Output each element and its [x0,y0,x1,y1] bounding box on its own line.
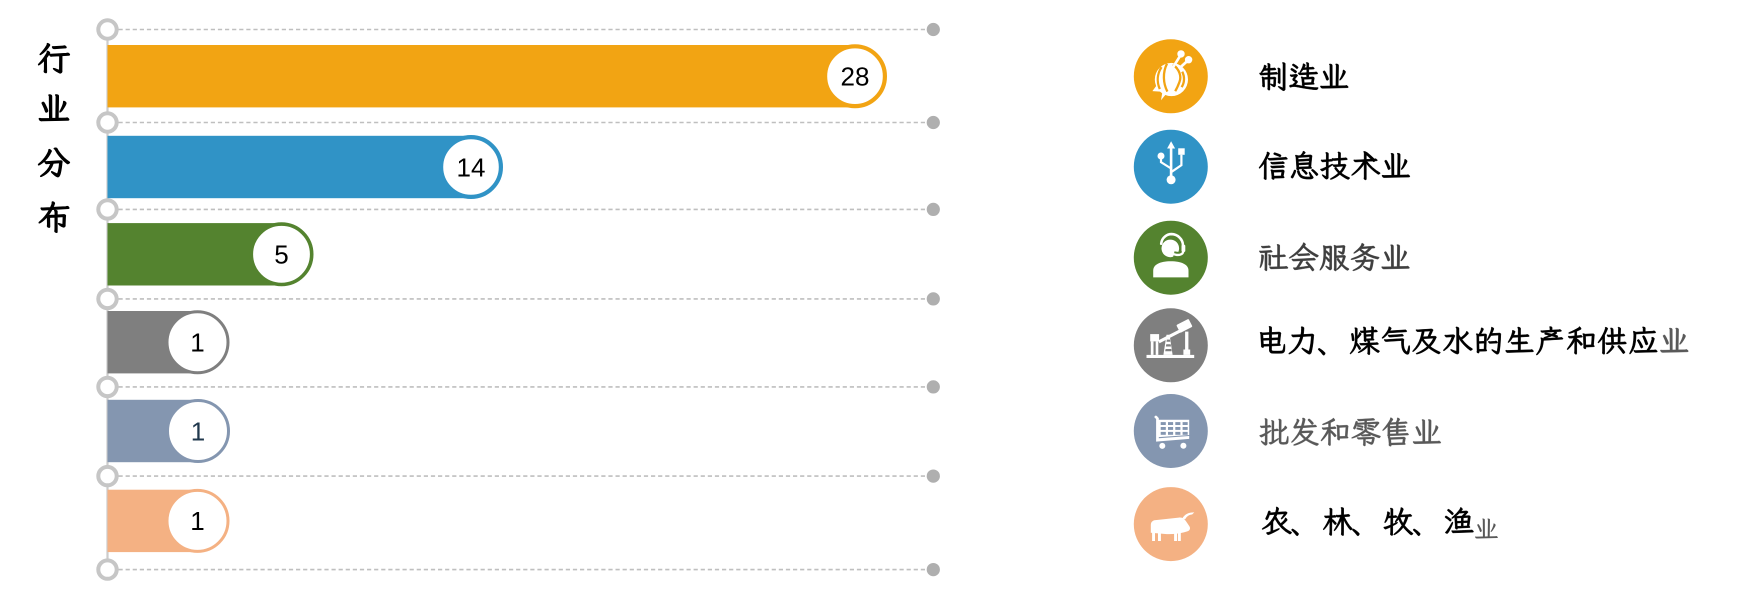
svg-text:1: 1 [190,506,204,536]
svg-text:1: 1 [190,328,204,358]
svg-text:14: 14 [457,152,486,182]
svg-text:1: 1 [191,416,205,446]
svg-text:5: 5 [274,240,288,270]
svg-text:28: 28 [841,62,870,92]
